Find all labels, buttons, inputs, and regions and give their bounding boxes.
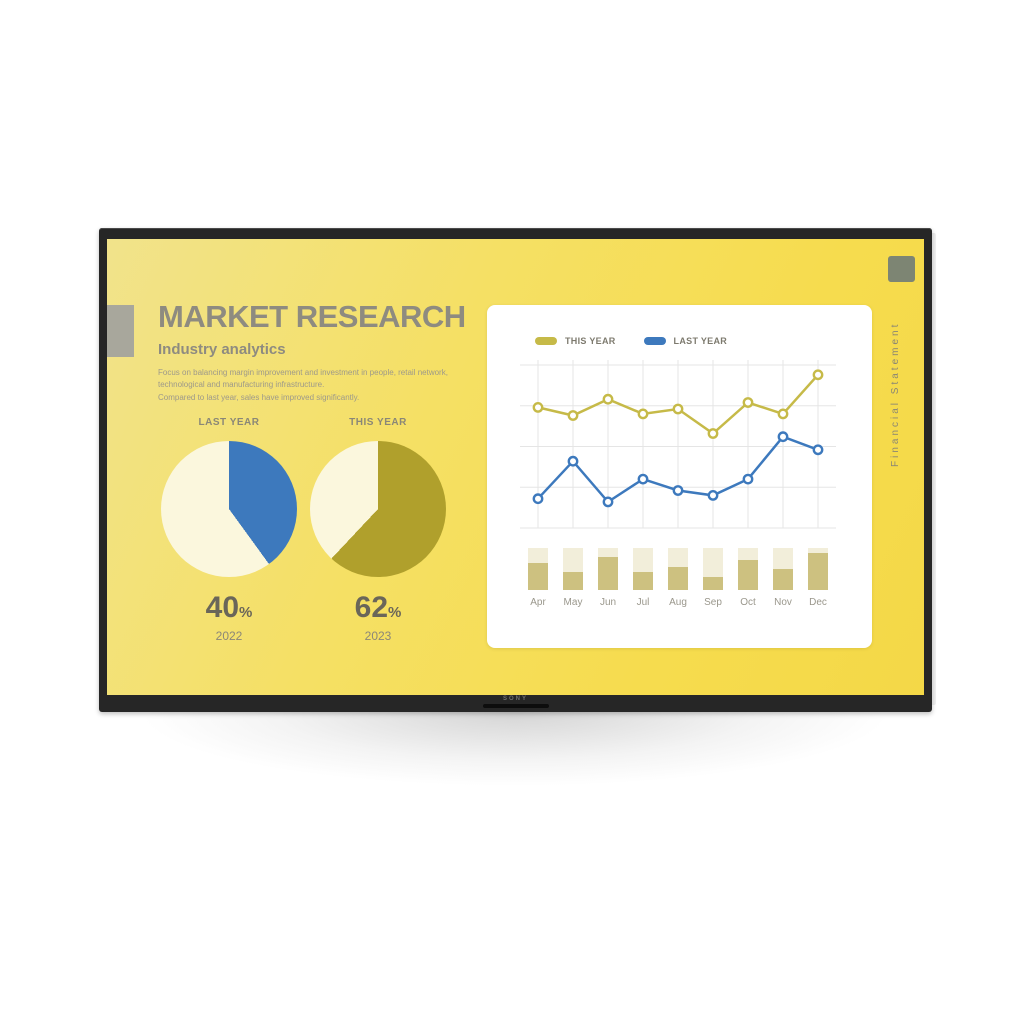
drop-shadow bbox=[85, 712, 945, 902]
pie-label-this-year: THIS YEAR bbox=[349, 417, 407, 428]
brand-logo: SONY bbox=[502, 696, 528, 702]
intro-paragraph: Focus on balancing margin improvement an… bbox=[158, 368, 448, 389]
month-label-apr: Apr bbox=[530, 597, 546, 608]
pie-year-this-year: 2023 bbox=[364, 629, 392, 643]
bar-fill bbox=[598, 557, 618, 590]
month-label-nov: Nov bbox=[774, 597, 792, 608]
month-label-jun: Jun bbox=[599, 597, 617, 608]
pie-year-last-year: 2022 bbox=[215, 629, 243, 643]
bar-fill bbox=[703, 577, 723, 590]
pie-percent: 40 bbox=[205, 591, 240, 624]
tv-screen: Financial Statement MARKET RESEARCH Indu… bbox=[107, 239, 924, 695]
month-label-dec: Dec bbox=[809, 597, 827, 608]
bar-jun bbox=[598, 548, 618, 590]
month-axis: Apr May Jun Jul Aug Sep Oct Nov Dec bbox=[487, 597, 872, 611]
bar-fill bbox=[738, 559, 758, 590]
pie-value-last-year: 40% bbox=[161, 591, 297, 625]
month-label-jul: Jul bbox=[636, 597, 650, 608]
bar-fill bbox=[563, 571, 583, 590]
subtitle: Industry analytics bbox=[158, 341, 286, 358]
pie-chart-this-year bbox=[310, 441, 446, 577]
legend-item-this-year: THIS YEAR bbox=[535, 336, 616, 346]
chart-card: THIS YEAR LAST YEAR Apr May Jun Jul Aug Sep Oc… bbox=[487, 305, 872, 648]
summary-paragraph: Compared to last year, sales have improv… bbox=[158, 393, 360, 402]
bar-dec bbox=[808, 548, 828, 590]
bar-fill bbox=[773, 569, 793, 590]
bar-aug bbox=[668, 548, 688, 590]
month-label-sep: Sep bbox=[704, 597, 722, 608]
top-right-accent-block bbox=[888, 256, 915, 282]
percent-sign: % bbox=[388, 604, 402, 621]
pie-value-this-year: 62% bbox=[310, 591, 446, 625]
bar-jul bbox=[633, 548, 653, 590]
bar-nov bbox=[773, 548, 793, 590]
legend-item-last-year: LAST YEAR bbox=[643, 336, 728, 346]
bar-may bbox=[563, 548, 583, 590]
legend-label: THIS YEAR bbox=[565, 336, 616, 346]
pie-percent: 62 bbox=[354, 591, 389, 624]
pie-chart-last-year bbox=[161, 441, 297, 577]
legend-label: LAST YEAR bbox=[673, 336, 728, 346]
bar-apr bbox=[528, 548, 548, 590]
left-accent-block bbox=[107, 305, 134, 357]
tv-frame: Financial Statement MARKET RESEARCH Indu… bbox=[99, 228, 936, 712]
tv-side-edge bbox=[932, 233, 936, 705]
bar-oct bbox=[738, 548, 758, 590]
bar-chart bbox=[487, 548, 872, 590]
page-title: MARKET RESEARCH bbox=[158, 299, 466, 334]
bar-fill bbox=[668, 567, 688, 590]
month-label-oct: Oct bbox=[740, 597, 756, 608]
bar-fill bbox=[528, 562, 548, 590]
line-chart bbox=[520, 360, 836, 529]
chart-legend: THIS YEAR LAST YEAR bbox=[535, 336, 727, 346]
bar-fill bbox=[633, 571, 653, 590]
legend-swatch-last-year bbox=[643, 337, 666, 345]
bar-fill bbox=[808, 553, 828, 590]
month-label-aug: Aug bbox=[669, 597, 687, 608]
side-label: Financial Statement bbox=[890, 321, 901, 467]
percent-sign: % bbox=[239, 604, 253, 621]
month-label-may: May bbox=[563, 597, 583, 608]
bar-sep bbox=[703, 548, 723, 590]
pie-label-last-year: LAST YEAR bbox=[198, 417, 260, 428]
legend-swatch-this-year bbox=[535, 337, 557, 345]
ir-sensor-notch bbox=[482, 704, 549, 708]
